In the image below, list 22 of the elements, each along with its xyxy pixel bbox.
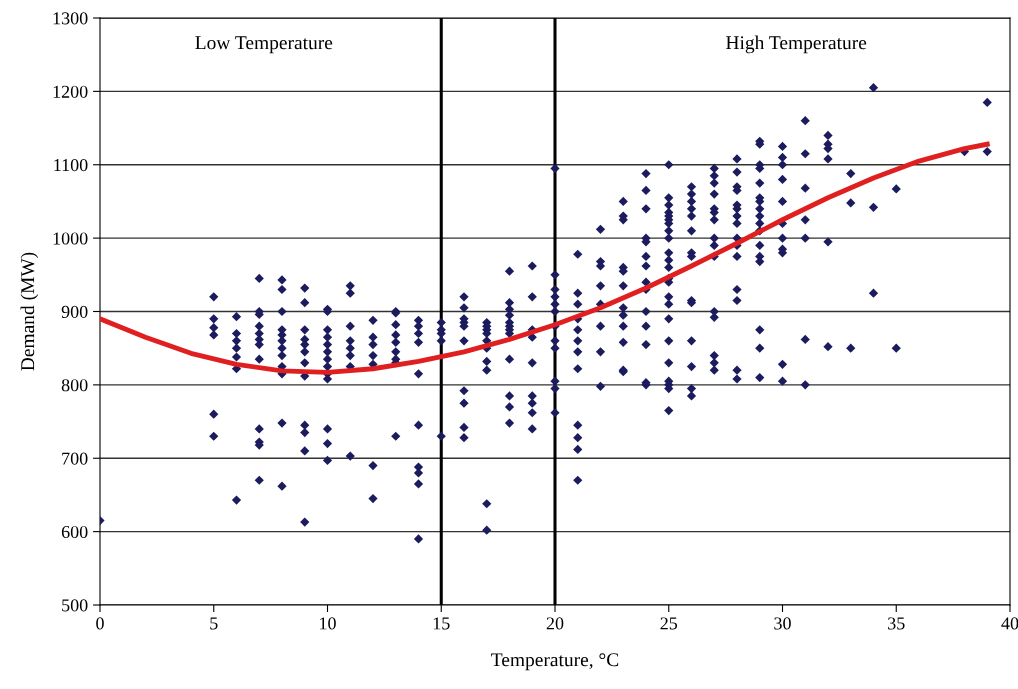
x-tick-label: 20 (546, 617, 564, 630)
y-tick-label: 1200 (53, 85, 88, 98)
x-tick-label: 35 (888, 617, 905, 630)
y-tick-label: 1100 (54, 159, 88, 172)
annotation: Low Temperature (195, 36, 333, 54)
x-tick-label: 30 (774, 617, 791, 630)
annotation: High Temperature (726, 35, 867, 54)
y-tick-label: 500 (62, 599, 88, 612)
y-tick-label: 1300 (53, 12, 88, 25)
x-tick-label: 25 (660, 617, 678, 630)
x-tick-label: 0 (96, 617, 104, 630)
y-tick-label: 1000 (53, 232, 88, 245)
x-tick-label: 10 (320, 617, 336, 630)
y-axis-title: Demand (MW) (20, 252, 39, 371)
y-tick-label: 600 (61, 525, 88, 539)
x-tick-label: 40 (1001, 617, 1018, 630)
x-axis-title: Temperature, °C (491, 653, 619, 671)
y-tick-label: 700 (62, 452, 88, 465)
x-tick-label: 15 (433, 617, 450, 630)
y-tick-label: 800 (61, 379, 88, 392)
x-tick-label: 5 (210, 617, 218, 630)
y-tick-label: 900 (61, 305, 88, 318)
